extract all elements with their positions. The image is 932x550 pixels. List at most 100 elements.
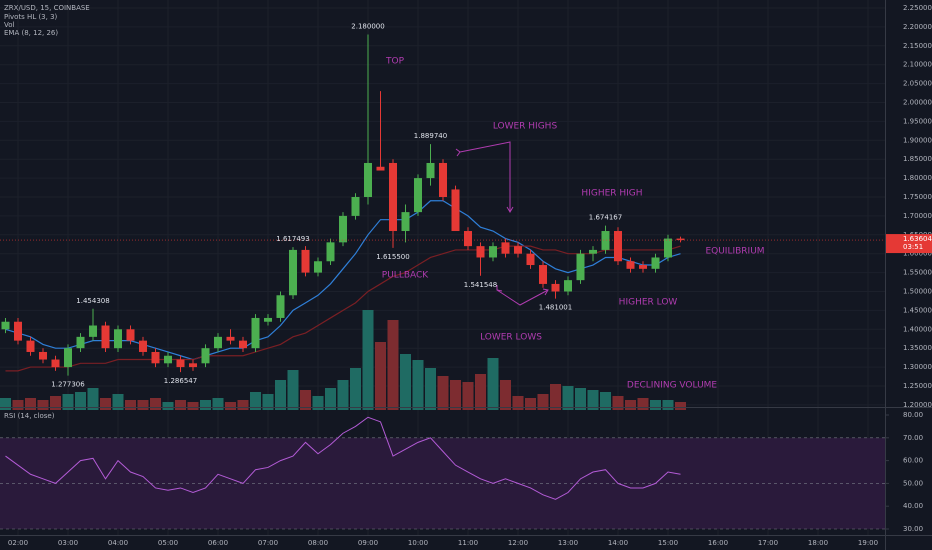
candle-body (14, 321, 22, 341)
y-tick-label: 2.100000 (903, 61, 932, 69)
rsi-tick-label: 40.00 (903, 502, 923, 510)
y-tick-label: 1.300000 (903, 363, 932, 371)
volume-bar (212, 398, 224, 410)
volume-bar (125, 400, 136, 410)
volume-bar (550, 384, 561, 410)
arrow-head (506, 206, 514, 213)
y-tick-label: 1.450000 (903, 306, 932, 314)
rsi-line (5, 416, 681, 500)
volume-bar (600, 392, 611, 410)
volume-bar (100, 398, 111, 410)
candle-body (201, 348, 210, 364)
candle-body (351, 196, 360, 216)
x-tick-label: 08:00 (308, 539, 328, 547)
candle-body (576, 253, 585, 281)
pivot-label: 1.674167 (589, 214, 622, 222)
y-tick-label: 1.950000 (903, 117, 932, 125)
x-tick-label: 12:00 (508, 539, 528, 547)
candle-body (601, 231, 610, 250)
volume-bar (87, 388, 99, 410)
candle-body (214, 336, 222, 349)
candle-body (639, 265, 647, 269)
candle-body (326, 242, 335, 262)
candle-body (26, 340, 35, 352)
last-price-box (886, 234, 932, 254)
candle-body (276, 295, 285, 318)
y-tick-label: 1.200000 (903, 401, 932, 409)
x-tick-label: 11:00 (458, 539, 478, 547)
volume-bar (112, 394, 124, 410)
candle-body (364, 162, 372, 197)
volume-bar (250, 392, 261, 410)
candle-body (464, 231, 472, 247)
indicator-label: EMA (8, 12, 26) (4, 29, 58, 37)
volume-bar (500, 380, 511, 410)
y-tick-label: 2.000000 (903, 99, 932, 107)
volume-bar (400, 354, 411, 410)
volume-bar (37, 400, 49, 410)
x-tick-label: 09:00 (358, 539, 378, 547)
countdown: 03:51 (903, 243, 923, 251)
volume-bar (337, 380, 349, 410)
candle-body (76, 336, 85, 349)
candle-body (451, 189, 460, 232)
rsi-tick-label: 30.00 (903, 525, 923, 533)
x-tick-label: 15:00 (658, 539, 678, 547)
volume-bar (200, 400, 211, 410)
arrow-head (542, 288, 549, 296)
candle-body (151, 351, 160, 364)
annotation: LOWER LOWS (480, 333, 542, 343)
pivot-label: 1.286547 (164, 377, 197, 385)
y-tick-label: 1.700000 (903, 212, 932, 220)
candle-body (501, 242, 510, 254)
annotation: TOP (385, 57, 405, 67)
volume-bar (162, 402, 174, 410)
candle-body (626, 261, 635, 269)
volume-bar (350, 368, 361, 410)
rsi-band (0, 437, 885, 530)
candle-body (126, 329, 135, 341)
candle-body (514, 246, 522, 254)
indicator-label: Pivots HL (3, 3) (4, 13, 58, 21)
y-tick-label: 2.150000 (903, 42, 932, 50)
x-tick-label: 19:00 (858, 539, 878, 547)
arrow-head (496, 285, 503, 292)
volume-bar (425, 368, 436, 410)
candle-body (89, 325, 97, 337)
plot (0, 34, 885, 530)
annotation: EQUILIBRIUM (705, 247, 764, 257)
candle-body (476, 246, 485, 258)
volume-bar (312, 396, 324, 410)
rsi-tick-label: 50.00 (903, 479, 923, 487)
candle-body (289, 249, 297, 296)
candle-body (439, 162, 447, 197)
volume-bar (25, 398, 36, 410)
volume-bar (175, 400, 186, 410)
volume-bar (137, 400, 149, 410)
candle-body (39, 351, 47, 360)
volume-bar (0, 398, 12, 410)
x-tick-label: 13:00 (558, 539, 578, 547)
annotation: PULLBACK (382, 271, 430, 281)
volume-bar (237, 400, 249, 410)
volume-bar (150, 398, 161, 410)
candle-body (389, 162, 397, 232)
candle-body (539, 265, 547, 284)
y-tick-label: 1.800000 (903, 174, 932, 182)
candle-body (564, 280, 572, 292)
arrow (459, 141, 511, 212)
volume-bar (487, 358, 499, 410)
volume-bar (187, 402, 199, 410)
arrows (455, 141, 549, 306)
pivot-label: 1.481001 (539, 304, 572, 312)
volume-bar (412, 360, 424, 410)
candle-body (114, 329, 122, 349)
volume-bar (450, 380, 461, 410)
candle-body (226, 336, 235, 341)
indicator-label: Vol (4, 21, 15, 29)
volume-bar (575, 388, 586, 410)
candle-body (264, 317, 272, 322)
volume-bar (512, 396, 524, 410)
volume-bar (437, 376, 449, 410)
